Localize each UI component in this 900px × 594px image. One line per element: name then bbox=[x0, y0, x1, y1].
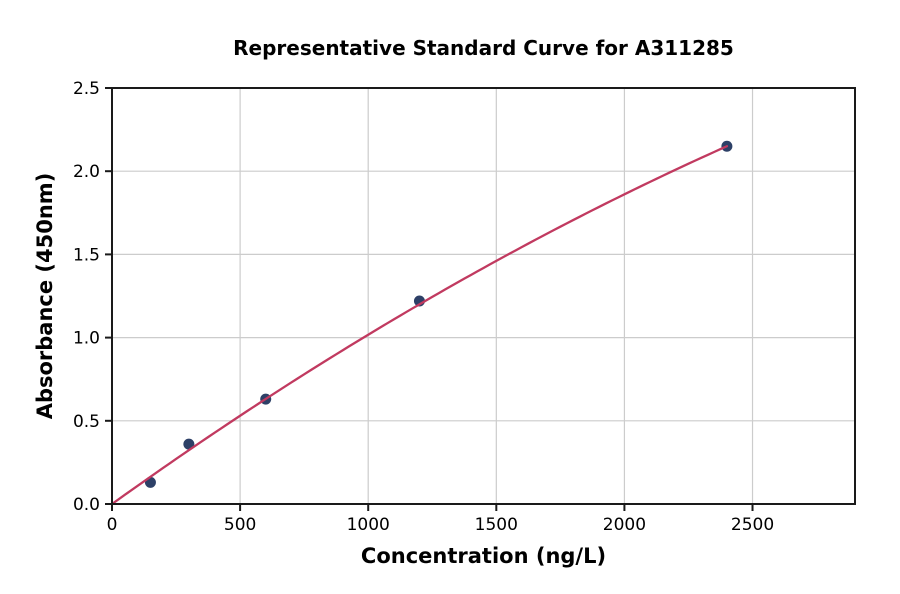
plot-border bbox=[111, 87, 856, 505]
y-tick-label: 2.0 bbox=[73, 162, 100, 182]
data-point bbox=[183, 438, 195, 450]
y-tick-label: 1.5 bbox=[73, 245, 100, 265]
x-tick-label: 500 bbox=[224, 515, 256, 535]
y-tick-label: 2.5 bbox=[73, 79, 100, 99]
y-tick-label: 1.0 bbox=[73, 329, 100, 349]
x-tick-label: 0 bbox=[107, 515, 118, 535]
chart-title: Representative Standard Curve for A31128… bbox=[233, 36, 734, 60]
y-tick-label: 0.0 bbox=[73, 495, 100, 515]
fitted-curve-line bbox=[110, 145, 729, 506]
x-axis-label: Concentration (ng/L) bbox=[360, 544, 607, 568]
y-tick-label: 0.5 bbox=[73, 412, 100, 432]
x-tick-label: 1500 bbox=[475, 515, 518, 535]
x-tick-label: 2500 bbox=[731, 515, 774, 535]
x-tick-label: 1000 bbox=[347, 515, 390, 535]
x-tick-label: 2000 bbox=[603, 515, 646, 535]
